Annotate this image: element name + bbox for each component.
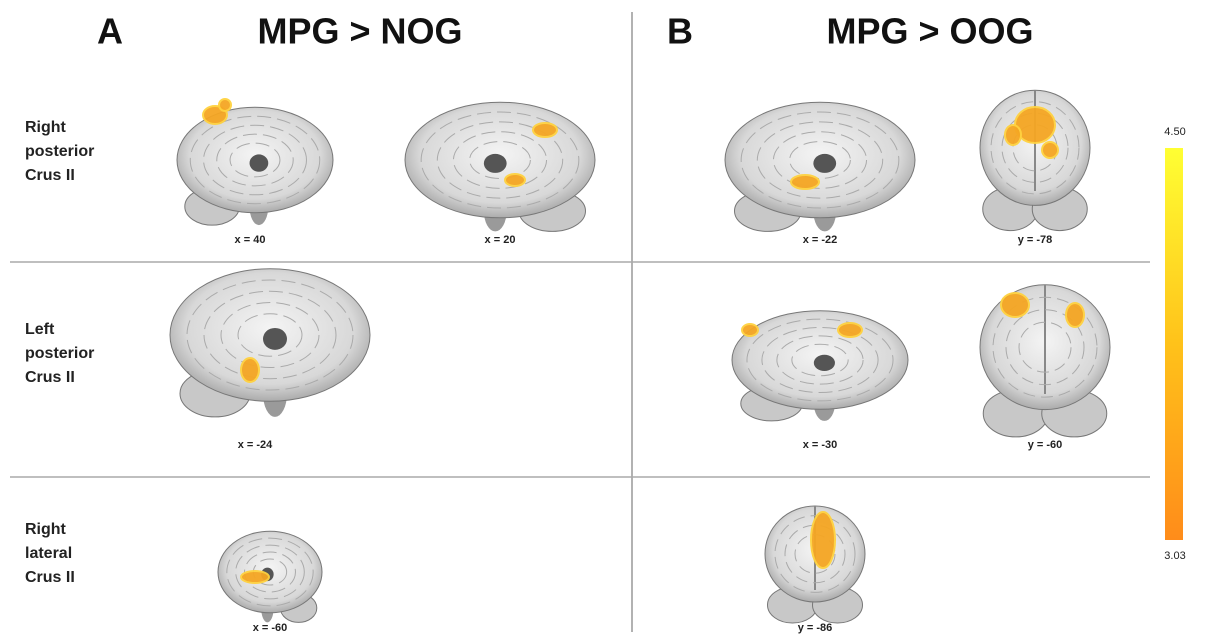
panel-letter: A bbox=[97, 11, 123, 52]
activation-blob bbox=[791, 175, 819, 189]
activation-blob bbox=[1005, 125, 1021, 145]
panel-letter: B bbox=[667, 11, 693, 52]
row-label: Right bbox=[25, 521, 67, 538]
slice-caption: y = -78 bbox=[1018, 234, 1053, 246]
row-label: Crus II bbox=[25, 369, 75, 386]
brain-slice bbox=[725, 102, 915, 231]
activation-blob bbox=[533, 123, 557, 137]
ventricle bbox=[814, 355, 835, 371]
activation-blob bbox=[1042, 142, 1058, 158]
activation-blob bbox=[1001, 293, 1029, 317]
row-label: Right bbox=[25, 119, 67, 136]
activation-blob bbox=[505, 174, 525, 186]
slice-caption: x = -22 bbox=[803, 234, 838, 246]
brain-slice bbox=[170, 269, 370, 417]
brain-slice bbox=[218, 531, 322, 622]
slice-caption: x = 20 bbox=[485, 234, 516, 246]
row-label: Crus II bbox=[25, 167, 75, 184]
activation-blob bbox=[742, 324, 758, 336]
ventricle bbox=[484, 154, 507, 173]
colorbar bbox=[1165, 148, 1183, 540]
brain-slice bbox=[177, 99, 333, 225]
ventricle bbox=[263, 328, 287, 350]
brain-slice bbox=[980, 90, 1090, 230]
activation-blob bbox=[1066, 303, 1084, 327]
row-label: posterior bbox=[25, 345, 94, 362]
slice-caption: y = -60 bbox=[1028, 439, 1063, 451]
brain-slice bbox=[732, 311, 908, 421]
activation-blob bbox=[219, 99, 231, 111]
row-label: posterior bbox=[25, 143, 94, 160]
colorbar-min: 3.03 bbox=[1164, 550, 1185, 562]
slice-caption: x = -30 bbox=[803, 439, 838, 451]
activation-blob bbox=[811, 512, 835, 568]
activation-blob bbox=[838, 323, 862, 337]
brain-slice bbox=[765, 506, 865, 623]
panel-title: MPG > OOG bbox=[826, 11, 1033, 52]
ventricle bbox=[250, 154, 269, 171]
activation-blob bbox=[241, 358, 259, 382]
row-label: Left bbox=[25, 321, 55, 338]
slice-caption: x = -60 bbox=[253, 622, 288, 634]
brain-slice bbox=[980, 285, 1110, 437]
activation-blob bbox=[241, 571, 269, 583]
slice-caption: x = -24 bbox=[238, 439, 273, 451]
row-label: lateral bbox=[25, 545, 72, 562]
slice-caption: y = -86 bbox=[798, 622, 833, 634]
slice-caption: x = 40 bbox=[235, 234, 266, 246]
panel-title: MPG > NOG bbox=[257, 11, 462, 52]
colorbar-max: 4.50 bbox=[1164, 126, 1185, 138]
row-label: Crus II bbox=[25, 569, 75, 586]
figure: A MPG > NOG B MPG > OOG Right posterior Crus I… bbox=[0, 0, 1223, 636]
brain-slice bbox=[405, 102, 595, 231]
ventricle bbox=[813, 154, 836, 173]
